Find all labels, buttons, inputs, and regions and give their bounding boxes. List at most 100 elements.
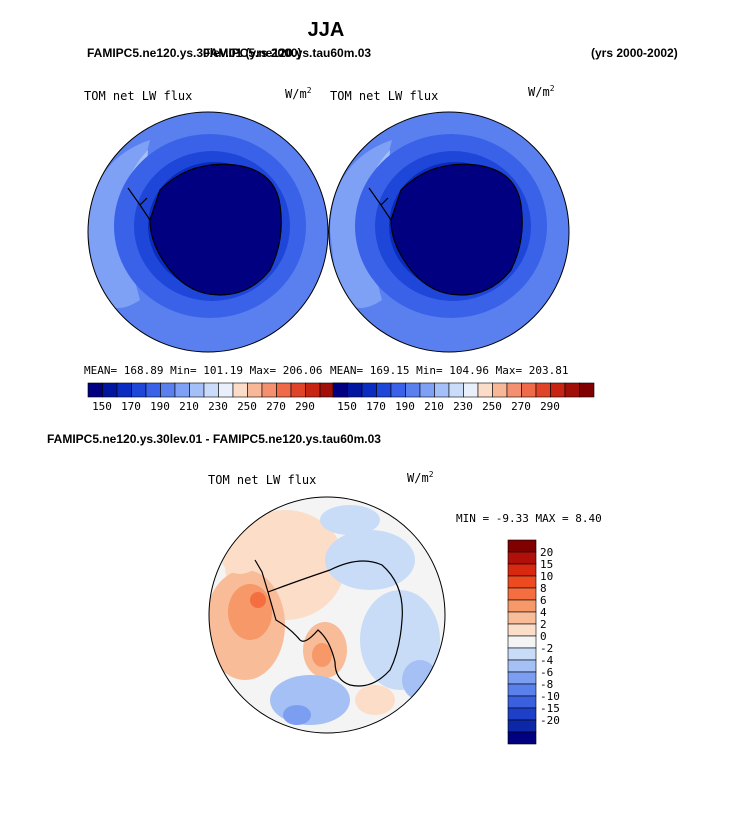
diff-cbar-tick: -6 [540,666,553,679]
diff-cbar-tick: 2 [540,618,547,631]
diff-colorbar-swatch [507,719,537,733]
left-colorbar-swatch [319,382,335,398]
right-cbar-tick: 210 [424,400,444,413]
left-colorbar-swatch [131,382,147,398]
right-colorbar-swatch [376,382,392,398]
diff-cbar-tick: 15 [540,558,553,571]
right-cbar-tick: 170 [366,400,386,413]
left-colorbar-swatch [145,382,161,398]
left-map-field [88,112,328,352]
right-cbar-tick: 270 [511,400,531,413]
left-cbar-tick: 150 [92,400,112,413]
left-colorbar-swatch [232,382,248,398]
left-colorbar-swatch [203,382,219,398]
right-colorbar-swatch [564,382,580,398]
diff-cbar-tick: -10 [540,690,560,703]
left-colorbar-swatch [218,382,234,398]
right-map-coastline [368,163,523,296]
left-cbar-tick: 250 [237,400,257,413]
diff-cbar-tick: -2 [540,642,553,655]
right-panel-stats: MEAN= 169.15 Min= 104.96 Max= 203.81 [330,364,569,377]
left-colorbar-swatch [102,382,118,398]
diff-colorbar-swatch [507,623,537,637]
diff-map-boundary [208,496,446,734]
right-colorbar-swatch [506,382,522,398]
diff-panel-range: MIN = -9.33 MAX = 8.40 [456,512,602,525]
left-colorbar-swatch [189,382,205,398]
right-panel: TOM net LW flux W/m2 MEAN= 169.15 Min= 1… [328,84,595,413]
diff-panel-units: W/m2 [407,470,434,485]
left-colorbar-swatch [247,382,263,398]
left-colorbar-swatch [305,382,321,398]
right-colorbar-swatch [419,382,435,398]
diff-colorbar-swatch [507,539,537,553]
right-colorbar-swatch [332,382,348,398]
diff-colorbar-swatch [507,587,537,601]
diff-cbar-tick: -20 [540,714,560,727]
diff-cbar-tick: -15 [540,702,560,715]
right-panel-variable: TOM net LW flux [330,89,438,103]
diff-colorbar-swatch [507,659,537,673]
right-colorbar [332,382,595,398]
left-panel-variable: TOM net LW flux [84,89,192,103]
left-cbar-tick: 270 [266,400,286,413]
right-colorbar-swatch [405,382,421,398]
right-cbar-tick: 290 [540,400,560,413]
diff-map-field [209,497,445,733]
left-colorbar-swatch [290,382,306,398]
left-cbar-tick: 170 [121,400,141,413]
diff-cbar-tick: 10 [540,570,553,583]
left-map-coastline [127,163,282,296]
diff-cbar-tick: 20 [540,546,553,559]
right-colorbar-swatch [434,382,450,398]
left-colorbar-swatch [174,382,190,398]
right-cbar-tick: 150 [337,400,357,413]
diff-cbar-tick: 4 [540,606,547,619]
diff-colorbar-swatch [507,575,537,589]
diff-colorbar-swatch [507,671,537,685]
diff-colorbar-swatch [507,563,537,577]
right-cbar-tick: 230 [453,400,473,413]
left-colorbar-ticks: 150 170 190 210 230 250 270 290 [92,400,315,413]
right-colorbar-swatch [550,382,566,398]
diff-cbar-tick: 8 [540,582,547,595]
diff-cbar-tick: -4 [540,654,554,667]
left-cbar-tick: 190 [150,400,170,413]
diff-cbar-tick: 6 [540,594,547,607]
left-colorbar [87,382,350,398]
case-a-label: FAMIPC5.ne120.ys.30lev.01 (yrs 2000) [87,46,302,60]
right-colorbar-swatch [361,382,377,398]
left-panel-units: W/m2 [285,86,312,101]
left-panel-stats: MEAN= 168.89 Min= 101.19 Max= 206.06 [84,364,323,377]
right-panel-units: W/m2 [528,84,555,99]
diff-colorbar-swatch [507,695,537,709]
diff-panel-title: FAMIPC5.ne120.ys.30lev.01 - FAMIPC5.ne12… [47,432,381,446]
diff-colorbar-ticks: 20 15 10 8 6 4 2 0 -2 -4 -6 -8 -10 -15 -… [540,546,560,727]
diff-colorbar-swatch [507,731,537,745]
right-colorbar-swatch [448,382,464,398]
diff-cbar-tick: -8 [540,678,553,691]
diff-map-coastline [254,559,403,687]
left-colorbar-swatch [261,382,277,398]
diff-colorbar-swatch [507,707,537,721]
diff-panel: FAMIPC5.ne120.ys.30lev.01 - FAMIPC5.ne12… [47,432,602,745]
right-colorbar-swatch [579,382,595,398]
left-panel: TOM net LW flux W/m2 MEAN= 168.89 Min= 1… [84,86,350,413]
right-cbar-tick: 190 [395,400,415,413]
diff-cbar-tick: 0 [540,630,547,643]
right-colorbar-swatch [463,382,479,398]
left-colorbar-swatch [160,382,176,398]
case-b-label: FAMIPC5.ne120.ys.tau60m.03 [203,46,371,60]
right-colorbar-ticks: 150 170 190 210 230 250 270 290 [337,400,560,413]
left-colorbar-swatch [116,382,132,398]
diff-colorbar-swatch [507,635,537,649]
right-colorbar-swatch [347,382,363,398]
right-colorbar-swatch [492,382,508,398]
left-cbar-tick: 230 [208,400,228,413]
right-map-boundary [328,111,570,353]
diff-panel-variable: TOM net LW flux [208,473,316,487]
diff-colorbar-swatch [507,683,537,697]
left-colorbar-swatch [276,382,292,398]
diff-colorbar-swatch [507,647,537,661]
